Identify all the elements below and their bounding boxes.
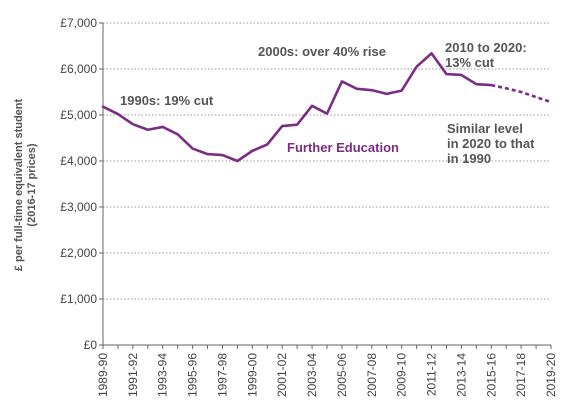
series-further-education [101, 52, 552, 163]
x-tick-label: 2001-02 [275, 353, 289, 397]
x-tick-label: 2015-16 [484, 353, 498, 397]
x-tick-label: 2013-14 [454, 353, 468, 397]
y-tick-label: £1,000 [60, 292, 97, 306]
x-tick-labels: 1989-90 1991-92 1993-94 1995-96 1997-98 1999-… [96, 345, 558, 397]
y-tick-label: £4,000 [60, 154, 97, 168]
x-tick-label: 1991-92 [126, 353, 140, 397]
y-axis-title: £ per full-time equivalent student [13, 98, 25, 271]
y-tick-label: £0 [84, 338, 98, 352]
gridlines [103, 22, 551, 300]
x-tick-label: 1999-00 [245, 353, 259, 397]
series-label-further-education: Further Education [287, 140, 399, 155]
axes [102, 23, 551, 346]
x-tick-label: 1995-96 [186, 353, 200, 397]
x-tick-label: 1997-98 [215, 353, 229, 397]
x-tick-label: 2011-12 [425, 353, 439, 396]
y-tick-labels: £0 £1,000 £2,000 £3,000 £4,000 £5,000 £6,000 £7… [60, 16, 103, 352]
series-line-projection [490, 83, 552, 104]
annotation-2010-2020-cut: 2010 to 2020: 13% cut [445, 40, 530, 70]
x-tick-label: 1989-90 [96, 353, 110, 397]
x-tick-label: 2017-18 [514, 353, 528, 397]
x-tick-label: 2005-06 [335, 353, 349, 397]
x-tick-label: 2009-10 [395, 353, 409, 397]
y-tick-label: £6,000 [60, 62, 97, 76]
y-tick-label: £2,000 [60, 246, 97, 260]
x-tick-label: 2019-20 [544, 353, 558, 397]
y-tick-label: £5,000 [60, 108, 97, 122]
x-tick-label: 2007-08 [365, 353, 379, 397]
y-axis-subtitle: (2016-17 prices) [26, 143, 38, 226]
annotation-2000s-rise: 2000s: over 40% rise [258, 44, 386, 59]
y-tick-label: £7,000 [60, 16, 97, 30]
x-tick-label: 2003-04 [305, 353, 319, 397]
annotation-1990s-cut: 1990s: 19% cut [120, 93, 214, 108]
annotation-similar-level: Similar level in 2020 to that in 1990 [447, 121, 538, 166]
y-tick-label: £3,000 [60, 200, 97, 214]
x-tick-label: 1993-94 [156, 353, 170, 397]
